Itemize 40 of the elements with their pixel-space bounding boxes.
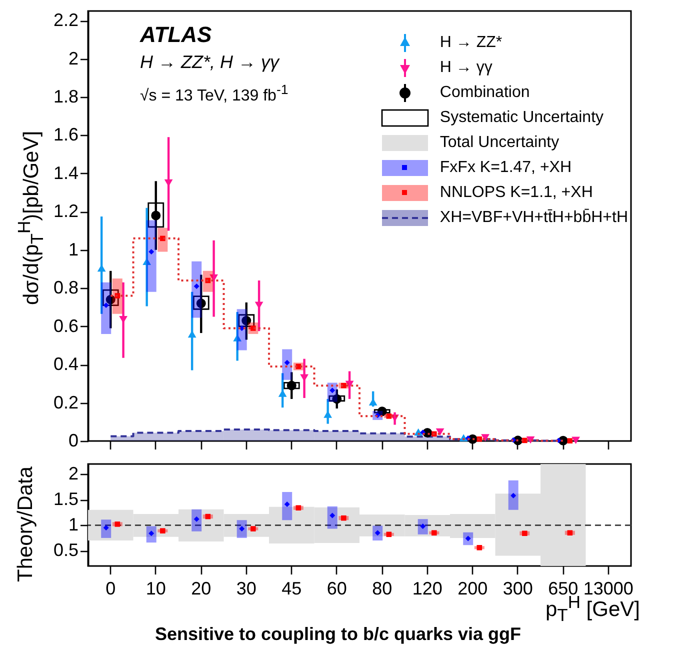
x-tick-label: 10 [146,578,166,598]
y-tick-label: 1.8 [53,86,78,106]
x-tick-label: 120 [412,578,442,598]
x-tick-label: 20 [191,578,212,598]
x-tick-label: 300 [502,578,533,598]
y-tick-label: 2 [68,48,78,68]
x-tick-label: 45 [282,578,302,598]
y-tick-label: 1.4 [53,162,78,183]
legend-label: Combination [440,84,530,102]
y-tick-label: 0 [68,430,78,450]
legend-label: H → ZZ* [440,34,502,52]
legend-label: Total Uncertainty [440,134,560,152]
y-axis-title: Theory/Data [14,466,38,582]
legend-label: FxFx K=1.47, +XH [440,158,572,176]
legend-label: XH=VBF+VH+tt̄H+bb̄H+tH [440,208,628,226]
y-tick-label: 0.4 [53,354,78,374]
x-tick-label: 13000 [583,578,634,598]
y-tick-label: 0.6 [53,316,78,336]
x-tick-label: 80 [372,578,392,598]
y-tick-label: 0.2 [53,392,78,412]
y-tick-label: 2.2 [53,10,78,30]
y-tick-label: 1 [68,514,78,535]
annotation: √s = 13 TeV, 139 fb$^{-1}$ [140,82,288,106]
y-tick-label: 2 [68,464,78,484]
annotation: ATLAS [140,22,212,48]
x-tick-label: 30 [236,578,256,598]
y-tick-label: 1.6 [53,124,78,145]
y-tick-label: 1.5 [53,489,78,510]
text: Sensitive to coupling to b/c quarks via ggF [154,624,522,645]
y-tick-label: 1.2 [53,201,78,222]
legend-label: Systematic Uncertainty [440,108,604,126]
x-tick-label: 200 [458,578,488,598]
y-tick-label: 0.8 [53,278,78,298]
x-tick-label: 60 [326,578,347,598]
x-tick-label: 0 [106,578,116,598]
annotation: H → ZZ*, H → γγ [140,52,279,73]
y-tick-label: 0.5 [53,540,78,560]
y-tick-label: 1 [68,239,78,260]
legend-label: NNLOPS K=1.1, +XH [440,184,593,202]
legend-label: H → γγ [440,58,492,76]
